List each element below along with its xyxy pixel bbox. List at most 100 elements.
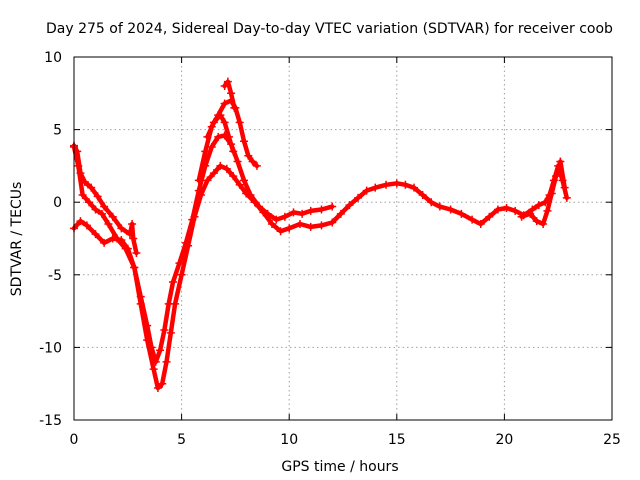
x-tick-label: 10 <box>280 432 298 448</box>
data-point <box>229 147 238 156</box>
data-point <box>410 183 419 192</box>
data-point <box>240 137 249 146</box>
data-point <box>306 206 315 215</box>
data-point <box>511 206 520 215</box>
data-point <box>556 157 565 166</box>
data-point <box>446 205 455 214</box>
data-point <box>108 212 117 221</box>
data-point <box>188 215 197 224</box>
data-point <box>207 143 216 152</box>
data-point <box>117 235 126 244</box>
data-point <box>164 299 173 308</box>
data-point <box>252 161 261 170</box>
data-point <box>149 365 158 374</box>
data-point <box>117 224 126 233</box>
data-point <box>534 201 543 210</box>
data-point <box>317 221 326 230</box>
x-tick-label: 15 <box>388 432 406 448</box>
data-point <box>233 157 242 166</box>
data-point <box>267 219 276 228</box>
data-point <box>168 278 177 287</box>
data-point <box>298 209 307 218</box>
data-point <box>181 238 190 247</box>
data-point <box>362 186 371 195</box>
y-tick-label: 5 <box>53 123 62 139</box>
tick-layer: 0 5 10 15 20 25 -15 -10 -5 0 5 10 <box>39 50 621 448</box>
data-point <box>220 82 229 91</box>
data-point <box>517 212 526 221</box>
data-point <box>136 292 145 301</box>
data-point <box>76 217 85 226</box>
data-point <box>285 224 294 233</box>
data-point <box>147 343 156 352</box>
data-point <box>276 227 285 236</box>
data-point <box>132 249 141 258</box>
y-tick-label: -10 <box>39 340 62 356</box>
data-point <box>203 176 212 185</box>
data-point <box>235 180 244 189</box>
data-point <box>209 169 218 178</box>
data-point <box>547 189 556 198</box>
data-point <box>418 190 427 199</box>
series-track-7 <box>519 159 567 227</box>
data-point <box>100 238 109 247</box>
data-point <box>427 198 436 207</box>
data-point <box>160 325 169 334</box>
data-point <box>125 230 134 239</box>
grid-layer <box>74 57 612 420</box>
data-point <box>539 219 548 228</box>
data-point <box>209 118 218 127</box>
data-point <box>528 205 537 214</box>
data-point <box>100 202 109 211</box>
data-point <box>435 202 444 211</box>
data-point <box>73 147 82 156</box>
data-point <box>306 222 315 231</box>
data-point <box>91 205 100 214</box>
data-point <box>158 379 167 388</box>
x-axis-label: GPS time / hours <box>281 459 398 475</box>
data-point <box>229 172 238 181</box>
data-point <box>130 263 139 272</box>
x-tick-label: 25 <box>603 432 621 448</box>
y-axis-label: SDTVAR / TECUs <box>9 182 25 297</box>
data-point <box>129 234 138 243</box>
data-point <box>151 357 160 366</box>
x-tick-label: 5 <box>177 432 186 448</box>
y-tick-label: 10 <box>44 50 62 66</box>
data-point <box>222 164 231 173</box>
data-point <box>401 180 410 189</box>
data-point <box>220 118 229 127</box>
data-point <box>108 234 117 243</box>
data-point <box>91 230 100 239</box>
data-point <box>552 172 561 181</box>
data-point <box>382 180 391 189</box>
data-point <box>216 111 225 120</box>
data-point <box>194 186 203 195</box>
data-point <box>328 218 337 227</box>
data-point <box>224 132 233 141</box>
data-point <box>201 147 210 156</box>
y-tick-label: -15 <box>39 413 62 429</box>
data-point <box>216 161 225 170</box>
data-point <box>328 202 337 211</box>
data-point <box>153 384 162 393</box>
data-point <box>244 151 253 160</box>
data-point <box>543 206 552 215</box>
data-point <box>392 179 401 188</box>
data-point <box>194 176 203 185</box>
data-point <box>87 183 96 192</box>
data-point <box>526 209 535 218</box>
data-point <box>235 118 244 127</box>
data-point <box>227 89 236 98</box>
data-point <box>123 244 132 253</box>
data-point <box>345 201 354 210</box>
data-point <box>336 209 345 218</box>
data-point <box>76 169 85 178</box>
data-point <box>143 321 152 330</box>
data-point <box>220 99 229 108</box>
plot-frame <box>73 56 613 421</box>
data-point <box>371 183 380 192</box>
data-point <box>82 221 91 230</box>
data-point <box>97 209 106 218</box>
x-tick-label: 20 <box>495 432 513 448</box>
